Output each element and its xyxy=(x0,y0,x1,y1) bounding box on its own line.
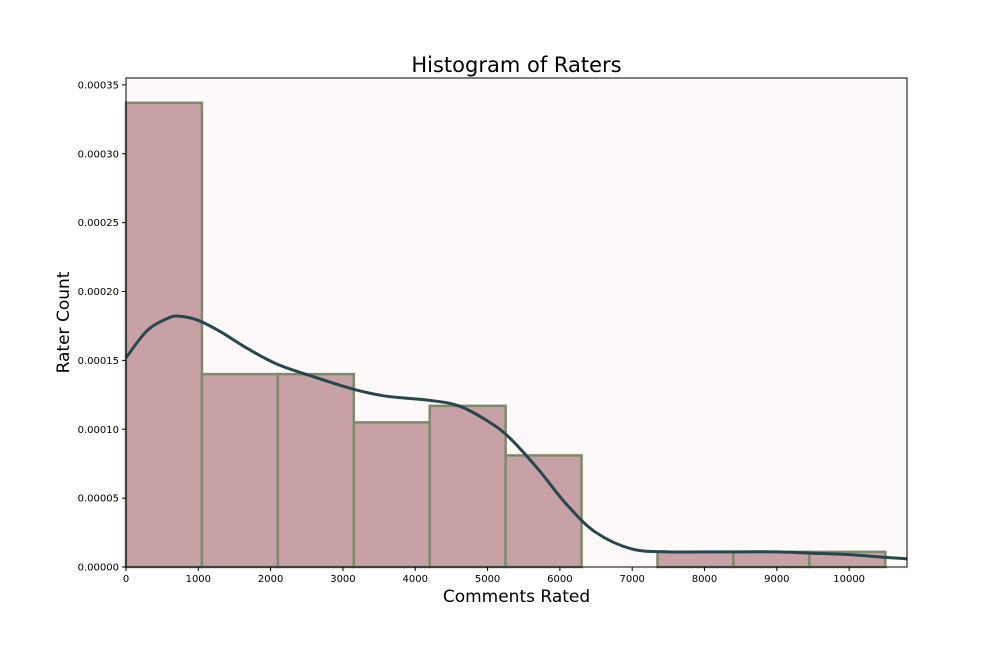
histogram-bar xyxy=(200,372,280,569)
x-tick-label: 2000 xyxy=(258,574,283,585)
y-tick-label: 0.00030 xyxy=(78,149,119,160)
plot-frame xyxy=(125,77,908,568)
histogram-bar xyxy=(352,421,431,569)
x-tick-label: 9000 xyxy=(764,574,789,585)
x-tick-label: 3000 xyxy=(330,574,355,585)
x-tick-label: 5000 xyxy=(475,574,500,585)
x-tick-label: 10000 xyxy=(833,574,865,585)
histogram-bars xyxy=(124,101,887,569)
x-tick-label: 4000 xyxy=(403,574,428,585)
y-tick-label: 0.00000 xyxy=(78,563,119,574)
y-tick-label: 0.00035 xyxy=(78,80,119,91)
y-axis-label: Rater Count xyxy=(54,271,74,373)
density-curve xyxy=(124,314,908,561)
x-tick-label: 0 xyxy=(123,574,129,585)
chart-title: Histogram of Raters xyxy=(411,53,621,77)
x-tick-label: 1000 xyxy=(186,574,211,585)
x-axis-ticks: 0 1000 2000 3000 4000 5000 6000 7000 8000 9000 100… xyxy=(123,567,865,585)
y-tick-label: 0.00005 xyxy=(78,494,119,505)
y-tick-label: 0.00020 xyxy=(78,287,119,298)
histogram-bar xyxy=(732,550,811,569)
y-axis-ticks: 0.00000 0.00005 0.00010 0.00015 0.00020 0.000… xyxy=(78,80,126,574)
histogram-bar xyxy=(276,372,356,569)
histogram-bar xyxy=(504,454,583,569)
x-tick-label: 6000 xyxy=(547,574,572,585)
y-tick-label: 0.00015 xyxy=(78,356,119,367)
y-tick-label: 0.00025 xyxy=(78,218,119,229)
x-tick-label: 7000 xyxy=(619,574,644,585)
x-axis-label: Comments Rated xyxy=(443,587,590,607)
histogram-bar xyxy=(124,101,204,569)
x-tick-label: 8000 xyxy=(692,574,717,585)
histogram-bar xyxy=(428,404,507,569)
histogram-bar xyxy=(656,550,735,569)
y-tick-label: 0.00010 xyxy=(78,425,119,436)
